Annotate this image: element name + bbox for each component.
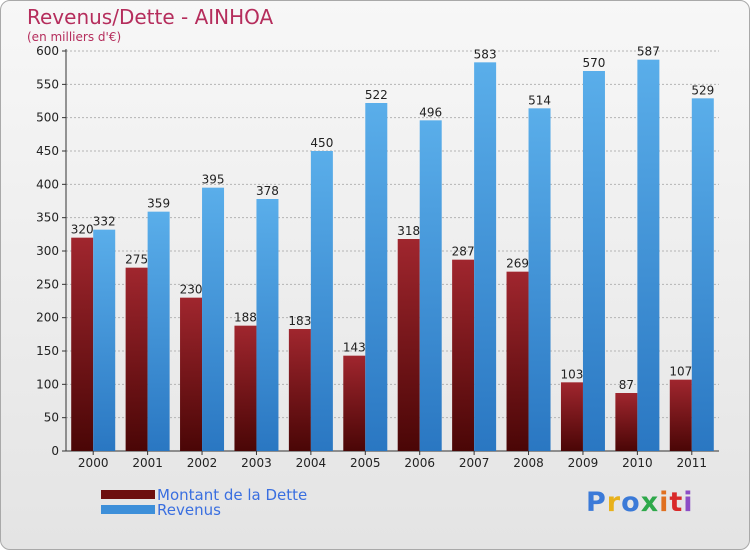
y-tick-label: 350	[36, 211, 59, 225]
debt-value-label: 275	[125, 253, 148, 267]
debt-value-label: 87	[619, 378, 634, 392]
revenue-value-label: 583	[474, 47, 497, 61]
x-tick-label: 2010	[622, 456, 653, 470]
chart-title: Revenus/Dette - AINHOA	[27, 5, 274, 29]
proxiti-logo: Proxiti	[586, 487, 694, 518]
debt-value-label: 143	[343, 341, 366, 355]
revenue-bar	[256, 199, 279, 451]
revenue-bar	[310, 151, 333, 451]
legend-swatch-debt	[101, 490, 155, 499]
debt-value-label: 107	[669, 365, 692, 379]
x-tick-label: 2011	[677, 456, 708, 470]
grid-lines	[66, 50, 719, 419]
revenue-bar	[147, 211, 170, 451]
logo-letter: P	[586, 487, 607, 518]
debt-bar	[234, 325, 257, 451]
revenue-value-label: 378	[256, 184, 279, 198]
y-tick-label: 400	[36, 177, 59, 191]
debt-value-label: 318	[397, 224, 420, 238]
debt-bar	[71, 237, 94, 451]
revenue-value-label: 359	[147, 197, 170, 211]
x-tick-label: 2005	[350, 456, 381, 470]
legend: Montant de la Dette Revenus	[101, 485, 308, 519]
revenue-value-label: 332	[93, 215, 116, 229]
x-tick-label: 2007	[459, 456, 490, 470]
revenue-value-label: 587	[637, 45, 660, 59]
logo-letter: x	[640, 487, 660, 518]
revenue-bar	[637, 59, 660, 452]
revenue-value-label: 514	[528, 93, 551, 107]
debt-bar	[288, 329, 311, 451]
axes: 0 50 100 150 200 250 300 350 400 450 500 550 600 2000…	[36, 44, 719, 470]
legend-label-revenue: Revenus	[157, 500, 221, 519]
debt-value-label: 269	[506, 257, 529, 271]
debt-bar	[452, 259, 475, 451]
debt-bar	[397, 239, 420, 451]
y-tick-label: 50	[44, 411, 59, 425]
legend-item-revenue: Revenus	[101, 500, 307, 519]
debt-bar	[560, 382, 583, 451]
y-tick-label: 200	[36, 311, 59, 325]
debt-value-label: 103	[561, 367, 584, 381]
legend-swatch-revenue	[101, 505, 155, 514]
debt-bar	[125, 267, 148, 451]
debt-value-label: 230	[180, 283, 203, 297]
x-tick-label: 2004	[296, 456, 327, 470]
y-tick-label: 600	[36, 44, 59, 58]
revenue-value-label: 570	[583, 56, 606, 70]
debt-bar	[615, 393, 638, 451]
y-tick-label: 0	[51, 444, 59, 458]
y-tick-label: 300	[36, 244, 59, 258]
debt-value-label: 188	[234, 311, 257, 325]
revenue-value-label: 496	[419, 105, 442, 119]
revenue-bar	[93, 229, 116, 451]
logo-letter: t	[669, 487, 684, 518]
y-tick-label: 150	[36, 344, 59, 358]
revenue-value-label: 522	[365, 88, 388, 102]
legend-item-debt: Montant de la Dette	[101, 485, 308, 504]
debt-bar	[506, 271, 529, 451]
revenue-bar	[365, 103, 388, 451]
logo-letter: r	[606, 487, 622, 518]
x-tick-label: 2000	[78, 456, 109, 470]
x-tick-label: 2009	[568, 456, 599, 470]
revenue-bar	[419, 120, 442, 451]
x-tick-label: 2002	[187, 456, 218, 470]
debt-value-label: 183	[288, 314, 311, 328]
debt-value-label: 320	[71, 223, 94, 237]
revenue-bar	[582, 71, 605, 451]
y-tick-label: 550	[36, 77, 59, 91]
logo-letter: o	[621, 487, 641, 518]
y-tick-label: 100	[36, 377, 59, 391]
x-tick-label: 2008	[513, 456, 544, 470]
revenue-value-label: 529	[691, 83, 714, 97]
debt-bar	[180, 297, 203, 451]
x-tick-label: 2003	[241, 456, 272, 470]
revenue-value-label: 450	[310, 136, 333, 150]
revenue-value-label: 395	[202, 173, 225, 187]
revenue-bar	[691, 98, 714, 451]
x-tick-label: 2006	[404, 456, 435, 470]
debt-bar	[669, 379, 692, 451]
revenue-bar	[202, 187, 225, 451]
chart-subtitle: (en milliers d'€)	[27, 30, 122, 44]
logo-letter: i	[659, 487, 670, 518]
y-tick-label: 450	[36, 144, 59, 158]
legend-label-debt: Montant de la Dette	[157, 485, 308, 504]
x-tick-label: 2001	[132, 456, 163, 470]
revenue-bar	[528, 108, 551, 451]
y-tick-label: 500	[36, 111, 59, 125]
revenue-bar	[474, 62, 497, 451]
debt-bar	[343, 355, 366, 451]
logo-letter: i	[683, 487, 694, 518]
debt-value-label: 287	[452, 245, 475, 259]
y-tick-label: 250	[36, 277, 59, 291]
